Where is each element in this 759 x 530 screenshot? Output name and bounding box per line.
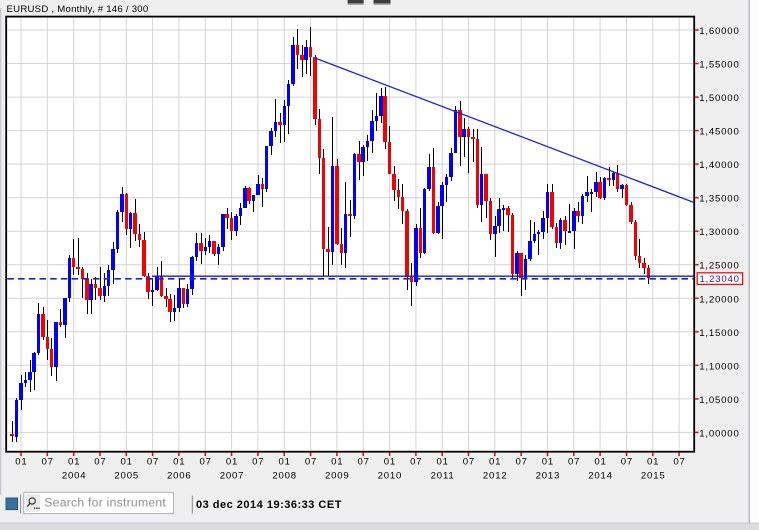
svg-text:2008: 2008 (272, 470, 297, 481)
svg-text:1,00000: 1,00000 (699, 428, 739, 439)
svg-text:1,45000: 1,45000 (699, 127, 739, 138)
svg-text:07: 07 (463, 456, 475, 467)
svg-text:1,55000: 1,55000 (699, 60, 739, 71)
svg-text:01: 01 (436, 456, 448, 467)
svg-text:01: 01 (121, 456, 133, 467)
svg-text:2007: 2007 (220, 470, 245, 481)
svg-text:01: 01 (647, 456, 659, 467)
svg-text:07: 07 (94, 456, 106, 467)
svg-text:03 dec 2014 19:36:33 CET: 03 dec 2014 19:36:33 CET (196, 499, 342, 511)
svg-text:07: 07 (305, 456, 317, 467)
svg-text:07: 07 (568, 456, 580, 467)
svg-text:1,35000: 1,35000 (699, 194, 739, 205)
svg-text:1,25000: 1,25000 (699, 261, 739, 272)
svg-text:1,10000: 1,10000 (699, 361, 739, 372)
svg-text:01: 01 (542, 456, 554, 467)
svg-text:01: 01 (594, 456, 606, 467)
svg-text:07: 07 (42, 456, 54, 467)
svg-text:2009: 2009 (325, 470, 350, 481)
svg-text:07: 07 (673, 456, 685, 467)
svg-text:07: 07 (357, 456, 369, 467)
svg-text:2012: 2012 (483, 470, 508, 481)
svg-text:1,50000: 1,50000 (699, 93, 739, 104)
svg-text:2011: 2011 (431, 470, 455, 481)
svg-text:07: 07 (252, 456, 264, 467)
svg-text:07: 07 (147, 456, 159, 467)
svg-text:2005: 2005 (114, 470, 139, 481)
svg-text:07: 07 (200, 456, 212, 467)
svg-text:2015: 2015 (641, 470, 666, 481)
svg-text:01: 01 (278, 456, 290, 467)
svg-text:01: 01 (489, 456, 501, 467)
svg-text:07: 07 (515, 456, 527, 467)
svg-text:2004: 2004 (62, 470, 87, 481)
svg-text:01: 01 (331, 456, 343, 467)
svg-text:07: 07 (410, 456, 422, 467)
svg-text:01: 01 (68, 456, 80, 467)
svg-text:1,15000: 1,15000 (699, 328, 739, 339)
svg-text:EURUSD , Monthly, # 146 / 300: EURUSD , Monthly, # 146 / 300 (7, 4, 149, 15)
svg-text:01: 01 (226, 456, 238, 467)
svg-text:2006: 2006 (167, 470, 192, 481)
svg-text:1,05000: 1,05000 (699, 395, 739, 406)
svg-text:2010: 2010 (378, 470, 403, 481)
svg-text:2013: 2013 (536, 470, 561, 481)
svg-text:1,40000: 1,40000 (699, 160, 739, 171)
svg-text:01: 01 (173, 456, 185, 467)
svg-text:01: 01 (384, 456, 396, 467)
svg-text:Search for instrument: Search for instrument (44, 495, 166, 509)
svg-text:1,30000: 1,30000 (699, 227, 739, 238)
svg-text:07: 07 (621, 456, 633, 467)
svg-text:01: 01 (15, 456, 27, 467)
svg-text:1,20000: 1,20000 (699, 294, 739, 305)
svg-text:1,60000: 1,60000 (699, 26, 739, 37)
svg-text:1,23040: 1,23040 (700, 274, 740, 285)
svg-text:2014: 2014 (588, 470, 613, 481)
